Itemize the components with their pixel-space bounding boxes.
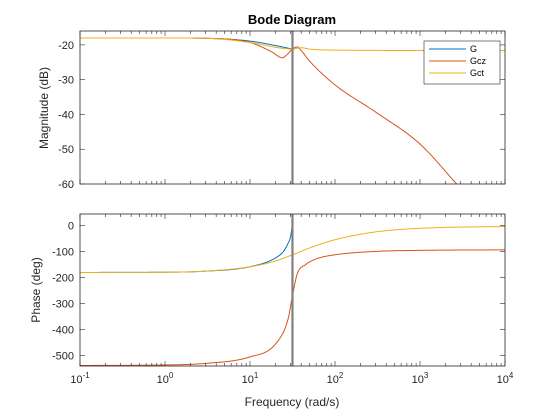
x-tick-base: 10 — [70, 374, 82, 386]
x-tick-base: 10 — [497, 374, 509, 386]
phase-axes-frame — [79, 213, 506, 367]
magnitude-ytick-label: -50 — [58, 144, 74, 156]
x-tick-label: 102 — [327, 371, 344, 386]
legend-label-gcz: Gcz — [470, 56, 487, 66]
x-tick-label: 103 — [412, 371, 429, 386]
x-tick-label: 10-1 — [70, 371, 90, 386]
magnitude-series-group — [80, 31, 505, 185]
x-tick-label: 100 — [157, 371, 174, 386]
magnitude-ticks-group: -20 -30 -40 -50 -60 — [58, 31, 506, 191]
magnitude-ylabel: Magnitude (dB) — [37, 67, 51, 149]
chart-title: Bode Diagram — [248, 12, 336, 27]
x-tick-exponent: 2 — [339, 371, 344, 380]
legend: G Gcz Gct — [423, 40, 501, 85]
legend-entries: G Gcz Gct — [429, 44, 487, 78]
legend-label-g: G — [470, 44, 477, 54]
magnitude-ytick-label: -40 — [58, 109, 74, 121]
x-tick-base: 10 — [157, 374, 169, 386]
x-tick-label: 104 — [497, 371, 514, 386]
phase-ytick-label: -500 — [52, 351, 74, 363]
legend-label-gct: Gct — [470, 68, 485, 78]
magnitude-ytick-label: -30 — [58, 75, 74, 87]
x-tick-exponent: 4 — [509, 371, 514, 380]
x-tick-base: 10 — [327, 374, 339, 386]
x-tick-exponent: 1 — [254, 371, 259, 380]
phase-ytick-label: -200 — [52, 273, 74, 285]
phase-ytick-label: -400 — [52, 325, 74, 337]
x-tick-exponent: 0 — [169, 371, 174, 380]
x-tick-exponent: 3 — [424, 371, 429, 380]
magnitude-ytick-label: -20 — [58, 40, 74, 52]
x-tick-base: 10 — [242, 374, 254, 386]
x-axis-label: Frequency (rad/s) — [245, 395, 340, 409]
magnitude-axes-frame — [79, 30, 506, 185]
phase-series-gcz — [79, 249, 506, 366]
x-tick-label: 101 — [242, 371, 259, 386]
x-tick-exponent: -1 — [83, 371, 91, 380]
phase-ytick-label: 0 — [68, 221, 74, 233]
phase-series-group — [79, 214, 506, 366]
legend-box — [423, 40, 501, 85]
magnitude-ytick-label: -60 — [58, 179, 74, 191]
phase-ylabel: Phase (deg) — [29, 257, 43, 322]
phase-ytick-label: -300 — [52, 299, 74, 311]
phase-ytick-label: -100 — [52, 247, 74, 259]
x-tick-base: 10 — [412, 374, 424, 386]
x-tick-labels-group: 10-1 100 101 102 103 104 — [70, 371, 514, 386]
